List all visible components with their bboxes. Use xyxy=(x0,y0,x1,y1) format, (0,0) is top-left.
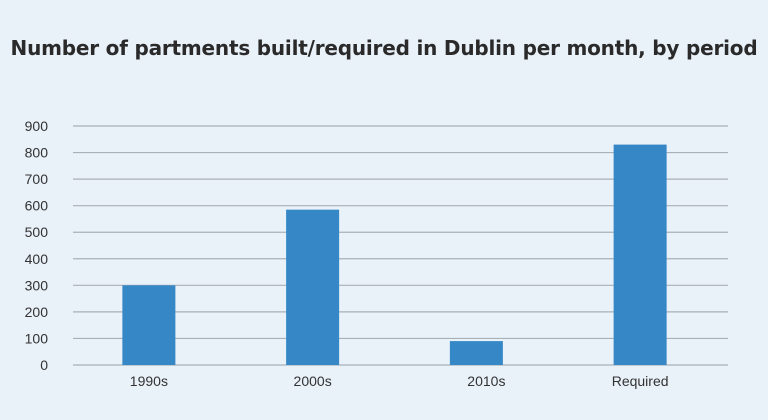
y-tick-label: 900 xyxy=(25,118,49,134)
y-tick-label: 400 xyxy=(25,251,49,267)
y-tick-label: 600 xyxy=(25,198,49,214)
y-tick-label: 200 xyxy=(25,304,49,320)
bar-required xyxy=(613,144,667,365)
bar-2010s xyxy=(449,341,503,365)
y-tick-label: 100 xyxy=(25,330,49,346)
bar-2000s xyxy=(286,209,340,365)
y-tick-label: 500 xyxy=(25,224,49,240)
y-tick-label: 800 xyxy=(25,145,49,161)
x-tick-label: 2000s xyxy=(294,373,332,389)
x-tick-label: 1990s xyxy=(130,373,168,389)
y-tick-label: 0 xyxy=(40,357,48,373)
x-tick-label: 2010s xyxy=(467,373,505,389)
x-tick-label: Required xyxy=(612,373,669,389)
y-tick-label: 300 xyxy=(25,277,49,293)
bar-1990s xyxy=(122,285,176,365)
y-tick-label: 700 xyxy=(25,171,49,187)
chart-title: Number of partments built/required in Du… xyxy=(10,36,758,60)
